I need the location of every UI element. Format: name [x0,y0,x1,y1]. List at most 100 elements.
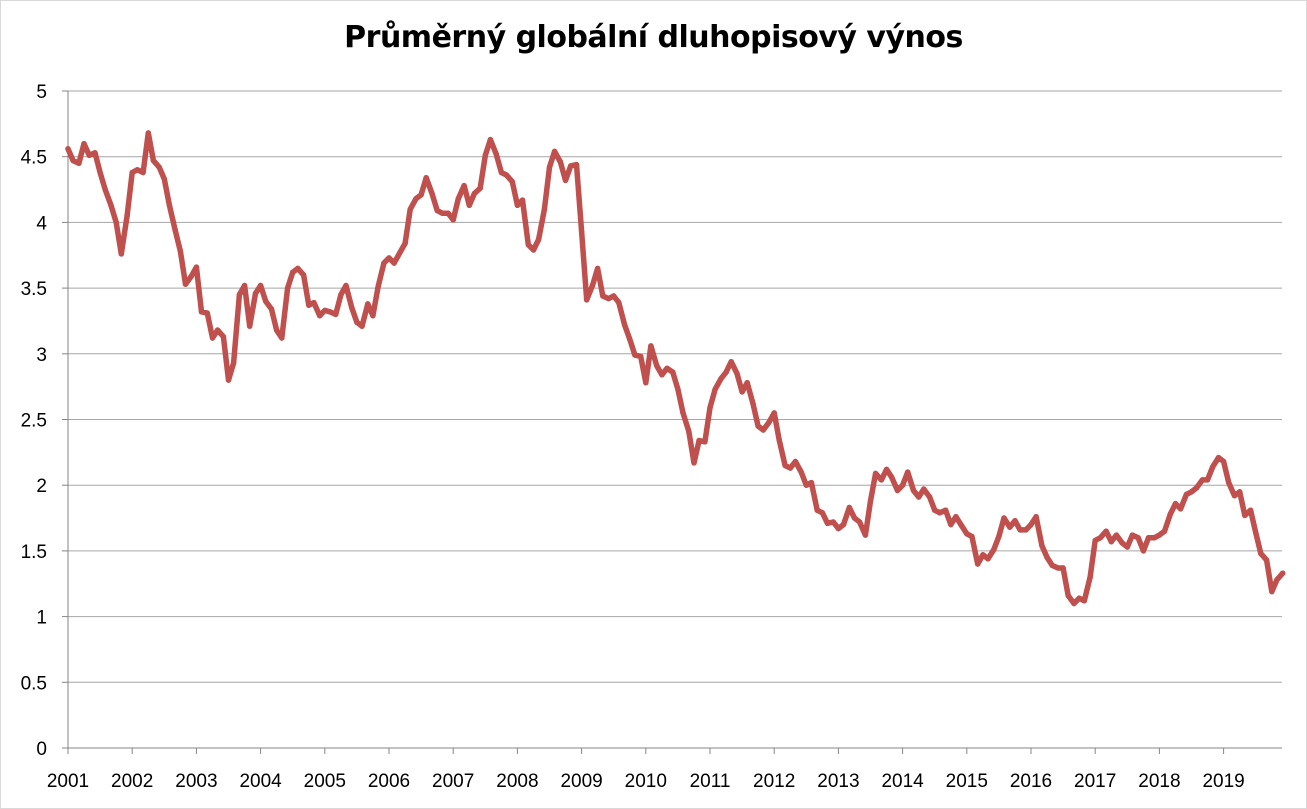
data-point [584,297,590,303]
data-point [204,310,210,316]
x-tick-label: 2006 [368,771,410,792]
data-point [718,376,724,382]
data-point [996,533,1002,540]
data-point [670,369,676,375]
data-point [365,301,371,307]
data-point [621,322,628,328]
data-point [1220,458,1227,465]
y-tick-label: 1 [36,608,47,629]
data-point [225,377,232,383]
data-point [295,265,301,272]
data-point [81,140,87,147]
y-tick-label: 2 [36,476,47,497]
data-point [97,169,103,176]
data-point [814,507,820,513]
data-point [910,487,917,494]
data-point [1119,540,1125,546]
data-point [964,531,970,537]
data-point [638,353,644,360]
data-point [846,504,852,511]
data-point [1188,489,1195,495]
data-point [487,136,494,143]
data-point [851,515,858,521]
data-point [883,466,890,473]
data-point [808,479,815,486]
data-point [519,197,526,203]
data-point [1161,528,1168,534]
data-point [856,519,863,525]
data-point [402,240,408,247]
data-point [1124,544,1131,550]
data-point [1028,521,1034,528]
data-point [1274,577,1280,583]
data-point [766,419,772,425]
data-point [455,196,461,202]
data-point [1135,535,1141,541]
data-point [1215,454,1222,461]
data-point [327,309,333,315]
data-point [835,525,842,532]
data-point [530,247,537,253]
data-point [776,437,782,444]
y-tick-label: 1.5 [21,542,47,563]
data-point [471,190,478,197]
data-point [503,172,510,178]
data-point [450,217,456,223]
data-point [1087,574,1093,580]
data-point [1258,550,1264,557]
x-tick-label: 2003 [175,771,217,792]
data-point [76,160,82,166]
data-point [1017,527,1023,533]
x-tick-label: 2011 [690,771,731,792]
data-point [418,192,424,198]
data-point [723,369,729,375]
data-point [1172,500,1179,507]
data-point [686,428,692,434]
data-point [648,343,654,349]
data-point [102,186,108,193]
data-point [124,213,130,219]
x-tick-label: 2004 [239,771,282,792]
data-point [894,487,901,494]
data-point [461,182,467,189]
x-tick-label: 2009 [560,771,602,792]
x-tick-label: 2007 [432,771,474,792]
data-point [840,521,847,528]
data-point [594,265,601,272]
data-point [830,519,836,525]
data-point [562,177,569,184]
data-point [423,175,429,181]
data-point [177,248,184,254]
y-tick-label: 0.5 [21,673,47,694]
data-point [932,507,938,513]
data-point [1113,532,1120,538]
data-point [1151,535,1158,541]
data-point [728,359,734,365]
data-point [156,164,162,170]
data-point [578,228,585,235]
data-point [311,299,317,306]
data-point [118,251,125,257]
data-point [493,151,499,157]
data-point [942,507,949,513]
data-point [771,410,777,416]
data-point [220,334,227,340]
data-point [1226,479,1232,486]
data-point [150,157,157,164]
data-point [605,295,612,302]
data-point [1199,477,1206,483]
data-point [198,309,205,315]
data-point [391,260,397,266]
data-point [948,521,954,528]
data-point [1097,535,1104,541]
data-point [696,437,702,444]
y-tick-label: 4 [36,213,47,234]
data-point [214,327,221,333]
data-point [627,336,633,342]
y-tick-label: 5 [36,82,47,103]
data-point [134,167,140,173]
data-point [760,427,766,433]
data-point [980,552,986,558]
data-point [551,148,558,155]
data-point [872,470,879,477]
